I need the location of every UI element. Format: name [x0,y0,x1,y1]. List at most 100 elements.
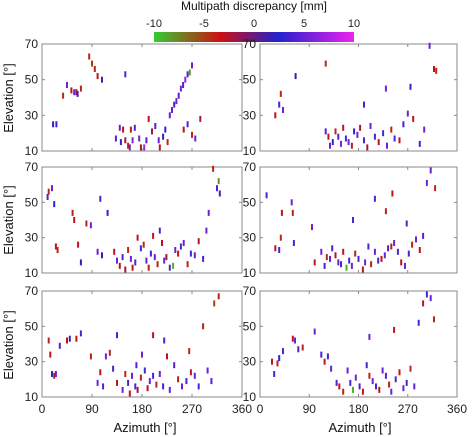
data-point [131,137,134,144]
data-point [412,115,415,122]
y-tick-label: 50 [243,319,257,333]
data-point [47,188,50,195]
data-point [202,255,205,262]
data-point [335,379,338,386]
data-point [350,142,353,149]
data-point [342,124,345,131]
data-point [191,62,193,69]
data-point [96,379,99,386]
data-point [398,369,401,376]
data-point [99,195,102,202]
data-point [278,247,281,253]
data-point [143,367,146,374]
data-point [324,60,327,67]
data-point [113,248,116,255]
y-tick-label: 30 [25,231,39,245]
data-point [131,372,133,379]
data-point [393,135,396,142]
y-tick-label: 50 [25,73,39,87]
data-point [186,71,189,78]
x-tick-label: 0 [257,402,264,416]
data-point [345,264,348,271]
data-point [173,101,176,108]
data-point [415,236,417,243]
data-point [75,335,78,342]
data-point [186,121,189,128]
data-point [366,144,369,151]
data-point [368,333,371,340]
data-point [193,252,196,259]
y-tick-label: 10 [243,144,257,158]
x-tick-label: 270 [182,402,202,416]
panel-r2-c2: 10 30 50 70 [243,160,458,280]
data-point [294,337,296,344]
data-point [52,121,55,128]
panel-frame [259,43,458,152]
data-point [434,185,437,192]
data-point [273,371,276,377]
data-point [157,137,160,144]
data-point [127,142,130,149]
data-point [271,358,273,365]
data-point [128,390,131,397]
data-point [357,255,360,262]
data-point [131,264,134,271]
data-point [325,254,328,261]
data-point [425,291,428,298]
data-point [145,257,148,264]
panel-frame [41,43,243,152]
data-point [297,346,300,353]
data-point [118,124,121,131]
data-point [136,386,139,393]
data-point [359,124,362,131]
data-point [212,165,215,172]
data-point [388,381,391,388]
colorbar-gradient [154,32,354,42]
colorbar-tick-label-4: 10 [348,18,360,30]
data-point [163,337,166,344]
data-point [216,185,218,192]
data-point [418,140,421,147]
data-point [364,259,367,266]
data-point [128,144,131,151]
data-point [400,259,403,266]
data-point [179,85,182,92]
data-point [79,330,82,337]
data-point [139,245,142,252]
x-tick-label: 90 [85,402,99,416]
data-point [47,337,50,344]
data-point [197,383,200,390]
data-point [349,379,352,386]
data-point [329,142,331,149]
data-point [433,316,435,323]
y-tick-label: 70 [25,284,39,298]
data-point [165,254,168,261]
y-tick-label: 30 [243,355,257,369]
data-point [101,252,103,259]
data-point [381,367,384,374]
data-point [70,87,73,94]
y-tick-label: 30 [243,108,257,122]
data-point [423,126,426,133]
data-point [358,383,361,390]
data-point [189,250,192,257]
data-point [406,110,409,117]
data-point [382,130,385,137]
data-point [394,376,397,383]
data-point [166,139,169,146]
data-point [127,247,130,253]
y-tick-label: 30 [25,355,39,369]
data-point [99,369,102,376]
data-point [342,388,345,395]
data-point [147,264,150,271]
data-point [393,326,396,333]
data-point [330,365,333,372]
data-point [54,243,57,250]
data-point [279,90,282,97]
data-point [46,194,49,200]
data-point [96,73,99,80]
data-point [276,360,279,367]
data-point [422,232,425,239]
panel-frame [259,166,458,274]
data-point [391,190,394,197]
